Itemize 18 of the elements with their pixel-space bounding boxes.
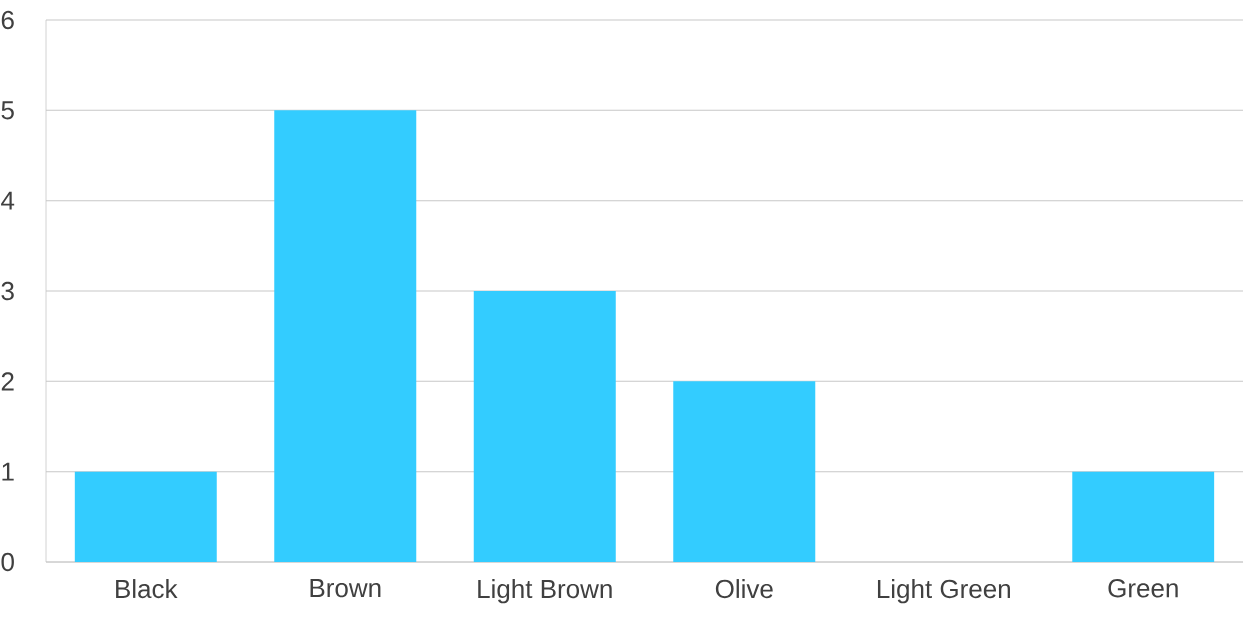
bar	[74, 471, 217, 562]
y-tick-label: 3	[1, 281, 14, 301]
bar	[473, 291, 616, 562]
y-tick-label: 5	[1, 101, 14, 120]
y-tick-label: 6	[1, 10, 14, 30]
y-tick-label: 0	[1, 552, 14, 572]
x-tick-label: Olive	[715, 579, 773, 599]
x-tick-label: Light Brown	[478, 579, 612, 604]
y-tick-label: 4	[1, 191, 15, 210]
bar	[673, 381, 816, 562]
y-tick-label: 2	[1, 372, 14, 391]
x-tick-label: Green	[1108, 579, 1178, 598]
x-tick-label: Light Green	[877, 579, 1010, 604]
bar	[274, 110, 417, 562]
y-tick-label: 1	[2, 462, 14, 481]
x-tick-label: Brown	[310, 579, 381, 598]
x-tick-label: Black	[116, 579, 178, 599]
bar	[1072, 471, 1215, 562]
